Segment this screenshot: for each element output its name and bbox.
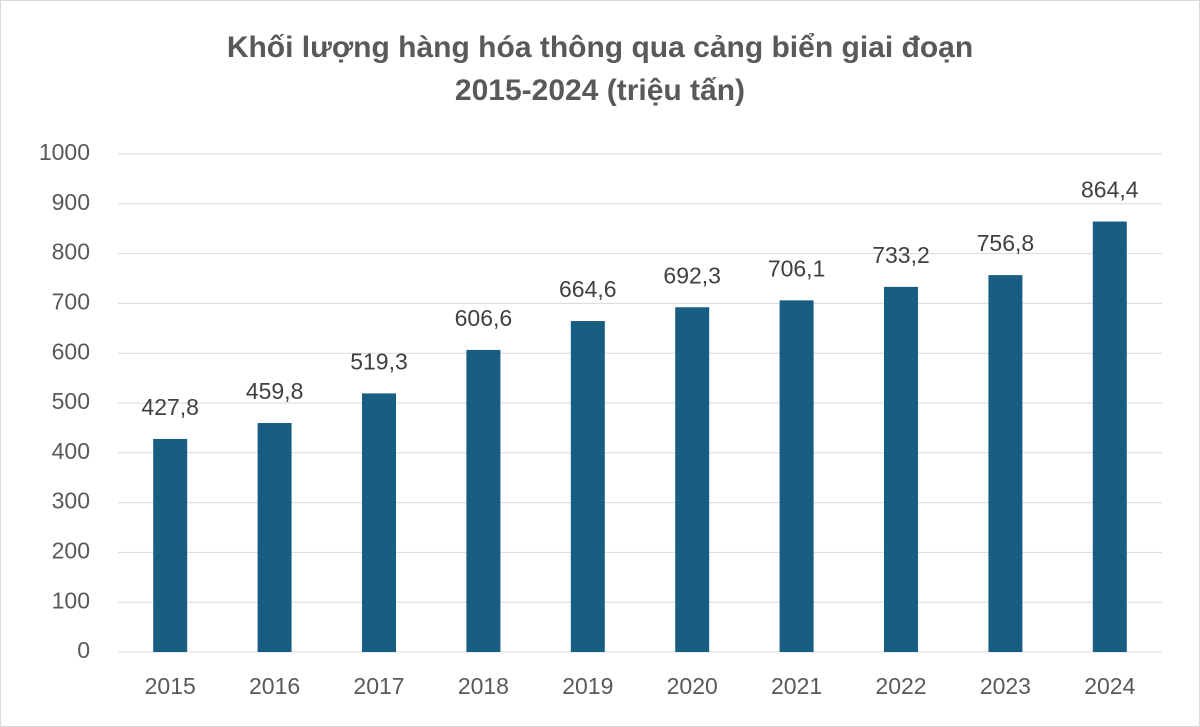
y-tick-label: 300: [52, 488, 90, 514]
data-label: 706,1: [768, 255, 826, 281]
x-tick-label: 2019: [562, 673, 613, 699]
data-label: 756,8: [977, 230, 1035, 256]
y-tick-label: 700: [52, 288, 90, 314]
data-label: 427,8: [141, 394, 199, 420]
chart-title: Khối lượng hàng hóa thông qua cảng biển …: [227, 31, 973, 64]
x-tick-label: 2016: [249, 673, 300, 699]
x-tick-label: 2020: [667, 673, 718, 699]
data-label: 606,6: [455, 305, 513, 331]
data-label: 864,4: [1081, 177, 1139, 203]
y-tick-label: 800: [52, 239, 90, 265]
x-tick-label: 2017: [353, 673, 404, 699]
bar: [153, 438, 188, 652]
y-tick-label: 200: [52, 537, 90, 563]
x-tick-label: 2018: [458, 673, 509, 699]
bar: [779, 300, 814, 652]
x-tick-label: 2023: [980, 673, 1031, 699]
bar: [466, 349, 501, 652]
bar: [570, 321, 605, 652]
bar: [884, 286, 918, 652]
data-label: 664,6: [559, 276, 617, 302]
bar: [362, 393, 396, 652]
data-label: 519,3: [350, 348, 408, 374]
y-tick-label: 1000: [39, 139, 90, 165]
y-tick-label: 100: [52, 587, 90, 613]
bar: [1092, 221, 1127, 652]
bar: [988, 275, 1023, 652]
y-tick-label: 600: [52, 338, 90, 364]
y-tick-label: 400: [52, 438, 90, 464]
x-tick-label: 2021: [771, 673, 822, 699]
data-label: 459,8: [246, 378, 304, 404]
y-tick-label: 0: [77, 637, 90, 663]
x-tick-label: 2024: [1084, 673, 1135, 699]
chart-title: 2015-2024 (triệu tấn): [455, 74, 745, 107]
data-label: 692,3: [663, 262, 721, 288]
x-tick-label: 2022: [875, 673, 926, 699]
x-tick-label: 2015: [145, 673, 196, 699]
bar: [675, 307, 710, 652]
y-tick-label: 500: [52, 388, 90, 414]
bar: [257, 423, 292, 652]
y-tick-label: 900: [52, 189, 90, 215]
data-label: 733,2: [872, 242, 930, 268]
